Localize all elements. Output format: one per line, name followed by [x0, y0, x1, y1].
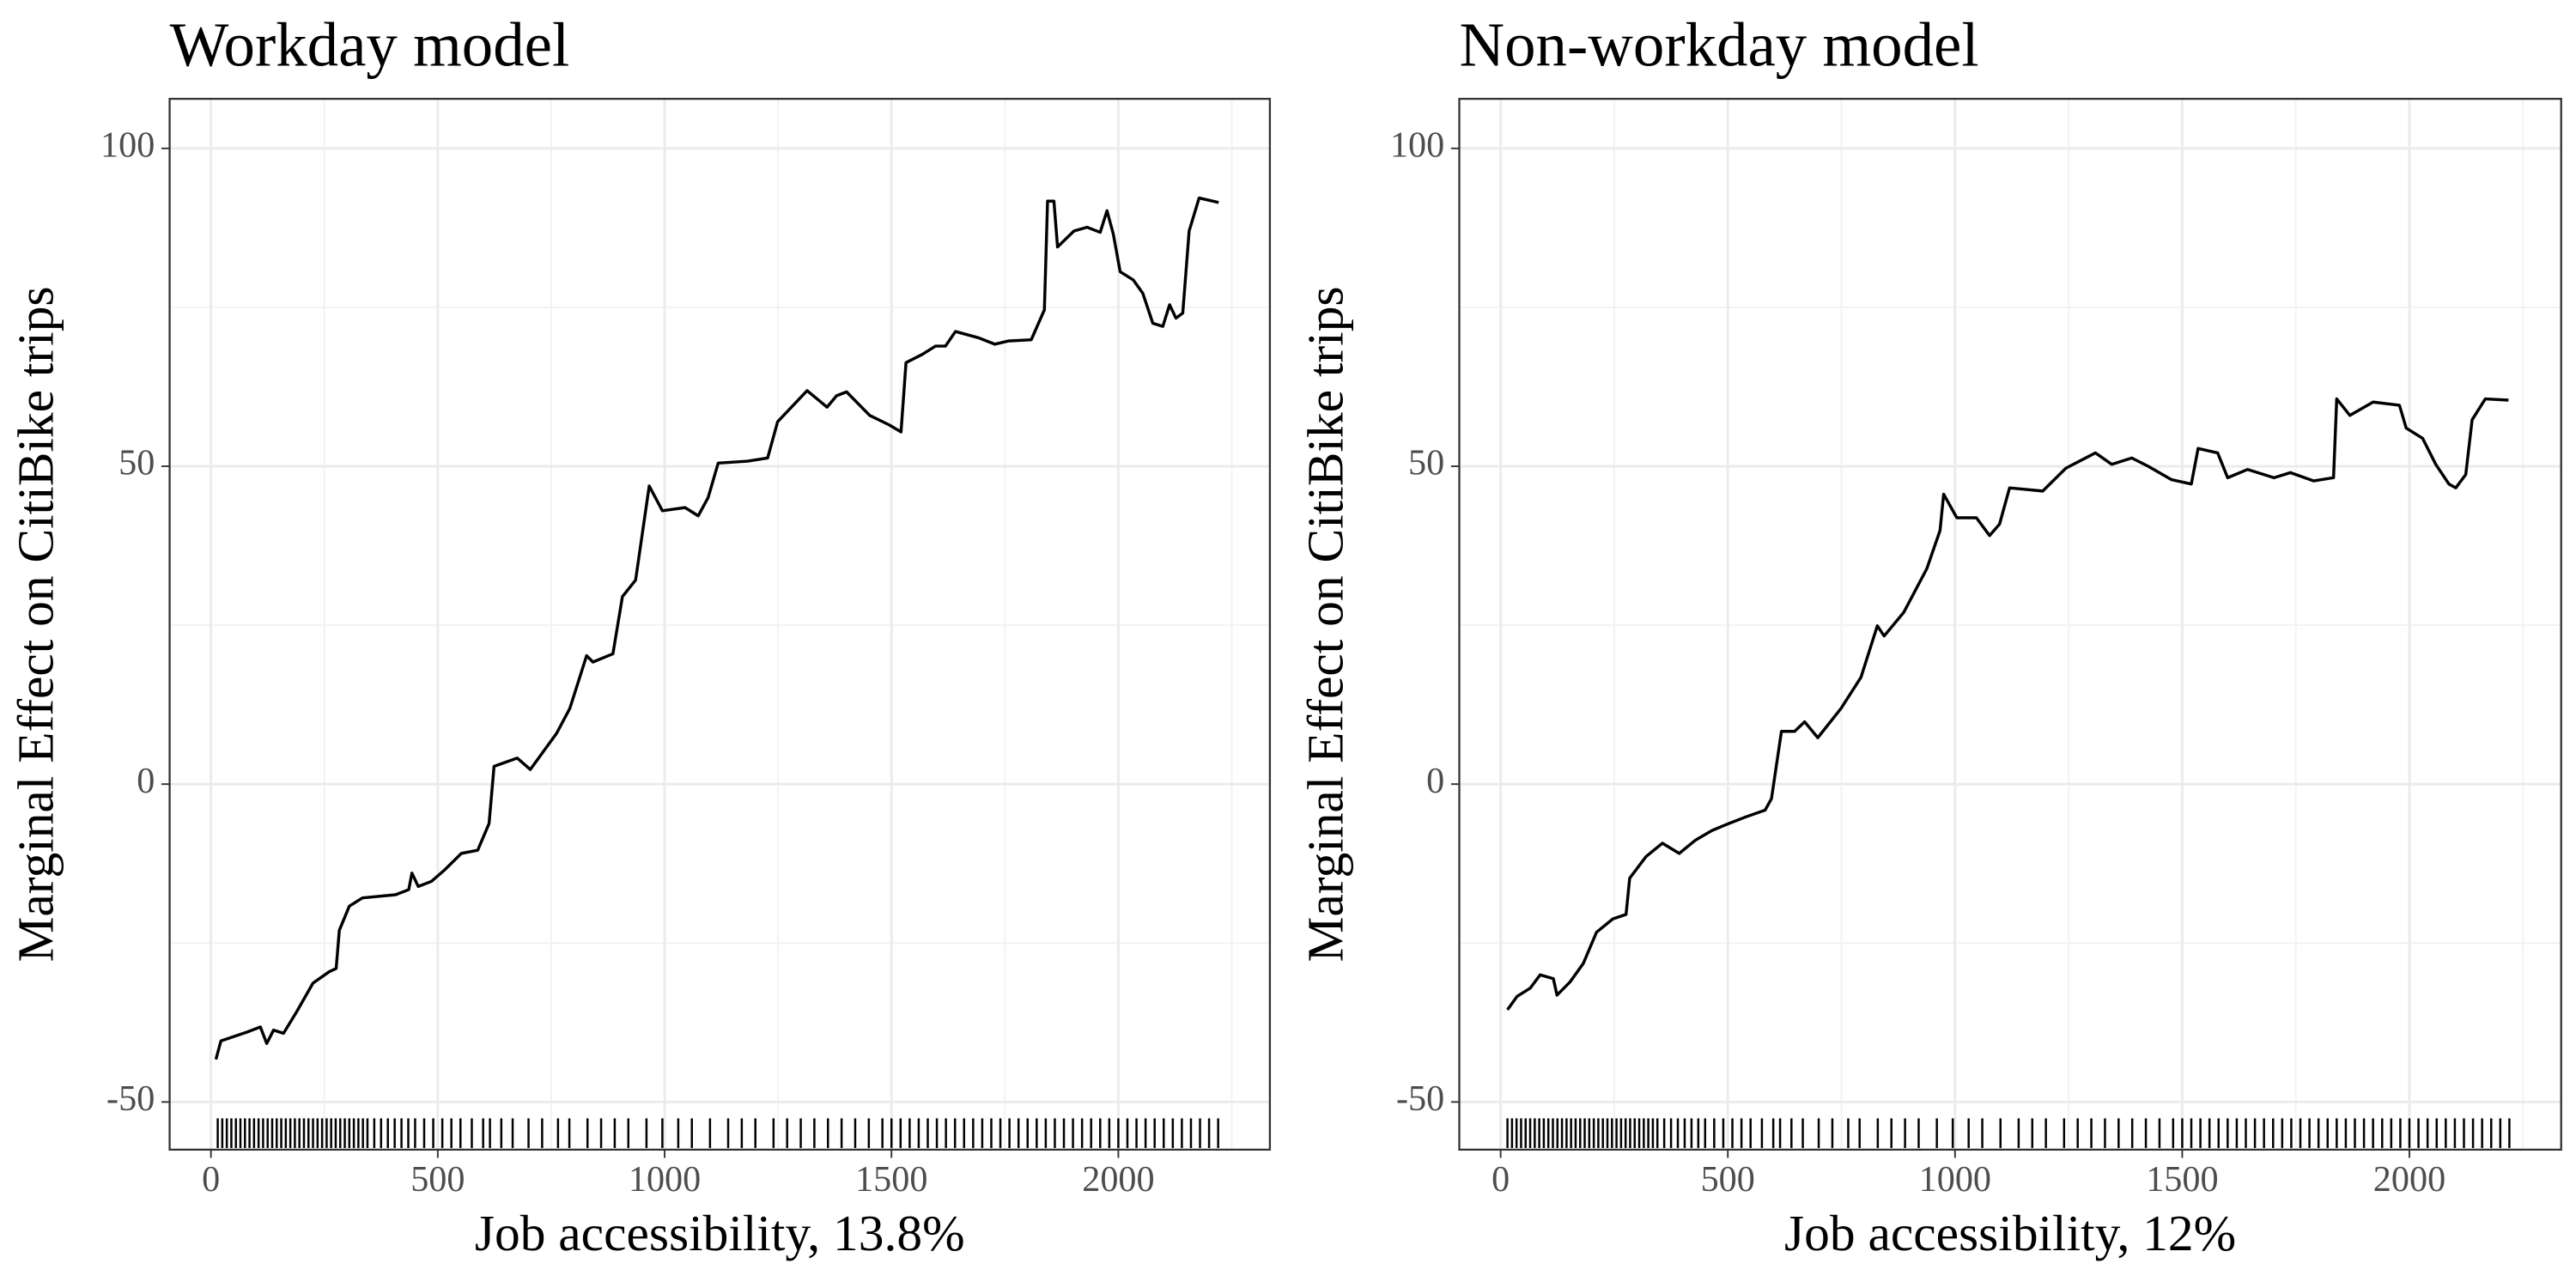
y-tick-label: 100: [100, 125, 155, 166]
y-tick-label: 0: [1426, 761, 1444, 801]
line: [214, 196, 1219, 1060]
x-axis-label: Job accessibility, 13.8%: [475, 1205, 965, 1261]
x-axis-label: Job accessibility, 12%: [1784, 1205, 2236, 1261]
y-tick-label: 50: [118, 443, 155, 483]
x-tick-label: 0: [202, 1159, 220, 1200]
line: [1506, 397, 2509, 1012]
x-tick-label: 0: [1492, 1159, 1510, 1200]
x-tick-label: 1000: [629, 1159, 701, 1200]
x-tick-label: 1500: [2146, 1159, 2218, 1200]
y-axis-label: Marginal Effect on CitiBike trips: [8, 286, 64, 962]
x-tick-label: 500: [1701, 1159, 1755, 1200]
x-tick-label: 2000: [2373, 1159, 2445, 1200]
x-tick-label: 1500: [855, 1159, 927, 1200]
x-tick-label: 2000: [1082, 1159, 1154, 1200]
panel-border: [168, 97, 1272, 1151]
panel-border: [1458, 97, 2562, 1151]
y-tick-label: -50: [106, 1078, 155, 1119]
y-tick-label: 0: [137, 761, 155, 801]
x-tick-label: 1000: [1919, 1159, 1991, 1200]
panel-background: [1459, 99, 2561, 1150]
y-tick-label: 100: [1390, 125, 1444, 166]
y-tick-label: 50: [1408, 443, 1444, 483]
y-axis-label: Marginal Effect on CitiBike trips: [1297, 286, 1354, 962]
panel-background: [169, 99, 1270, 1150]
chart-title: Non-workday model: [1459, 10, 1978, 80]
x-tick-label: 500: [410, 1159, 465, 1200]
chart-title: Workday model: [170, 10, 570, 80]
y-tick-label: -50: [1396, 1078, 1444, 1119]
